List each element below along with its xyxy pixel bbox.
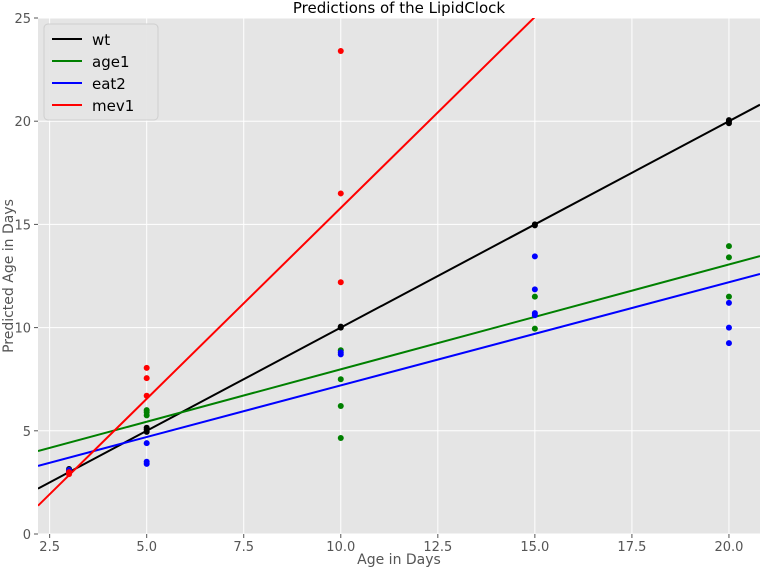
data-point-age1 — [337, 435, 344, 442]
data-point-age1 — [337, 376, 344, 383]
y-axis-ticks: 0 5 10 15 20 25 — [14, 12, 38, 543]
fit-lines — [38, 18, 760, 507]
y-axis-label: Predicted Age in Days — [1, 199, 17, 353]
x-tick-label: 17.5 — [617, 540, 646, 555]
x-axis-ticks: 2.5 5.0 7.5 10.0 12.5 15.0 17.5 20.0 — [39, 534, 743, 555]
data-point-age1 — [725, 243, 732, 250]
data-point-age1 — [337, 403, 344, 410]
data-point-age1 — [725, 293, 732, 300]
data-point-mev1 — [66, 469, 73, 476]
data-point-age1 — [725, 254, 732, 261]
data-point-eat2 — [725, 299, 732, 306]
x-tick-label: 2.5 — [39, 540, 60, 555]
data-point-wt — [337, 323, 344, 330]
data-point-eat2 — [143, 440, 150, 447]
data-point-eat2 — [531, 286, 538, 293]
fit-line-mev1 — [38, 18, 536, 507]
data-points — [66, 48, 732, 478]
y-tick-label: 10 — [14, 322, 31, 337]
data-point-mev1 — [337, 190, 344, 197]
data-point-eat2 — [143, 458, 150, 465]
data-point-eat2 — [531, 253, 538, 260]
legend: wt age1 eat2 mev1 — [43, 23, 159, 121]
data-point-wt — [531, 221, 538, 228]
data-point-mev1 — [337, 48, 344, 55]
data-point-mev1 — [143, 392, 150, 399]
legend-label-eat2: eat2 — [92, 75, 126, 93]
fit-line-wt — [38, 103, 760, 490]
data-point-eat2 — [531, 310, 538, 317]
x-tick-label: 7.5 — [233, 540, 254, 555]
legend-box — [43, 23, 159, 121]
x-axis-label: Age in Days — [357, 552, 441, 568]
data-point-eat2 — [337, 349, 344, 356]
data-point-age1 — [143, 407, 150, 414]
legend-label-age1: age1 — [92, 53, 130, 71]
data-point-age1 — [531, 293, 538, 300]
y-tick-label: 20 — [14, 115, 31, 130]
x-tick-label: 15.0 — [520, 540, 549, 555]
data-point-wt — [725, 117, 732, 124]
data-point-eat2 — [725, 324, 732, 331]
data-point-mev1 — [143, 364, 150, 371]
legend-label-mev1: mev1 — [92, 97, 134, 115]
x-tick-label: 12.5 — [423, 540, 452, 555]
y-tick-label: 15 — [14, 218, 31, 233]
x-tick-label: 20.0 — [714, 540, 743, 555]
x-tick-label: 5.0 — [136, 540, 157, 555]
data-point-wt — [143, 424, 150, 431]
chart-title: Predictions of the LipidClock — [293, 0, 506, 17]
legend-label-wt: wt — [92, 31, 110, 49]
grid — [38, 17, 760, 535]
fit-line-eat2 — [38, 272, 760, 467]
data-point-mev1 — [337, 279, 344, 286]
data-point-eat2 — [725, 340, 732, 347]
y-tick-label: 5 — [23, 425, 31, 440]
data-point-mev1 — [143, 375, 150, 382]
fit-line-age1 — [38, 255, 760, 453]
data-point-age1 — [531, 325, 538, 332]
x-tick-label: 10.0 — [326, 540, 355, 555]
y-tick-label: 25 — [14, 12, 31, 27]
y-tick-label: 0 — [23, 528, 31, 543]
